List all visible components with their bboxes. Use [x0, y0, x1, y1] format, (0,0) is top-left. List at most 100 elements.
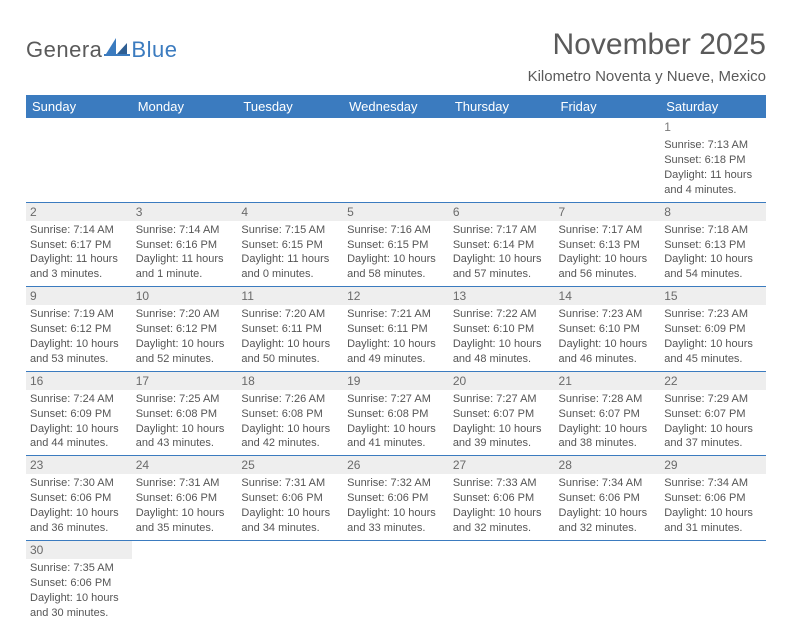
- daylight-text: Daylight: 10 hours: [30, 591, 128, 606]
- weekday-header: Tuesday: [237, 95, 343, 118]
- day-number: 19: [343, 372, 449, 390]
- daylight-text: Daylight: 10 hours: [559, 337, 657, 352]
- sunrise-text: Sunrise: 7:31 AM: [241, 476, 339, 491]
- location-subtitle: Kilometro Noventa y Nueve, Mexico: [528, 68, 766, 85]
- daylight-text: and 34 minutes.: [241, 521, 339, 536]
- weekday-header: Saturday: [660, 95, 766, 118]
- sunrise-text: Sunrise: 7:28 AM: [559, 392, 657, 407]
- daylight-text: and 46 minutes.: [559, 352, 657, 367]
- empty-cell: [237, 540, 343, 624]
- daylight-text: and 52 minutes.: [136, 352, 234, 367]
- sunset-text: Sunset: 6:07 PM: [559, 407, 657, 422]
- empty-cell: [555, 540, 661, 624]
- daylight-text: and 35 minutes.: [136, 521, 234, 536]
- logo: Genera Blue: [26, 28, 177, 63]
- day-number: 2: [26, 203, 132, 221]
- daylight-text: and 49 minutes.: [347, 352, 445, 367]
- sunset-text: Sunset: 6:06 PM: [453, 491, 551, 506]
- daylight-text: Daylight: 11 hours: [136, 252, 234, 267]
- weekday-header: Monday: [132, 95, 238, 118]
- sunset-text: Sunset: 6:10 PM: [453, 322, 551, 337]
- daylight-text: Daylight: 10 hours: [136, 337, 234, 352]
- day-cell: 27Sunrise: 7:33 AMSunset: 6:06 PMDayligh…: [449, 456, 555, 541]
- logo-text-part1: Genera: [26, 37, 102, 63]
- empty-cell: [449, 540, 555, 624]
- sunset-text: Sunset: 6:16 PM: [136, 238, 234, 253]
- daylight-text: Daylight: 10 hours: [664, 337, 762, 352]
- weekday-header-row: Sunday Monday Tuesday Wednesday Thursday…: [26, 95, 766, 118]
- daylight-text: Daylight: 10 hours: [30, 506, 128, 521]
- daylight-text: and 53 minutes.: [30, 352, 128, 367]
- day-cell: 17Sunrise: 7:25 AMSunset: 6:08 PMDayligh…: [132, 371, 238, 456]
- day-cell: 11Sunrise: 7:20 AMSunset: 6:11 PMDayligh…: [237, 287, 343, 372]
- calendar-row: 9Sunrise: 7:19 AMSunset: 6:12 PMDaylight…: [26, 287, 766, 372]
- day-cell: 22Sunrise: 7:29 AMSunset: 6:07 PMDayligh…: [660, 371, 766, 456]
- day-cell: 7Sunrise: 7:17 AMSunset: 6:13 PMDaylight…: [555, 202, 661, 287]
- day-number: 16: [26, 372, 132, 390]
- day-number: 27: [449, 456, 555, 474]
- day-cell: 29Sunrise: 7:34 AMSunset: 6:06 PMDayligh…: [660, 456, 766, 541]
- sunrise-text: Sunrise: 7:23 AM: [664, 307, 762, 322]
- daylight-text: and 37 minutes.: [664, 436, 762, 451]
- empty-cell: [26, 118, 132, 202]
- day-number: 7: [555, 203, 661, 221]
- month-title: November 2025: [528, 28, 766, 62]
- empty-cell: [660, 540, 766, 624]
- day-cell: 1 Sunrise: 7:13 AM Sunset: 6:18 PM Dayli…: [660, 118, 766, 202]
- daylight-text: Daylight: 10 hours: [664, 252, 762, 267]
- day-cell: 6Sunrise: 7:17 AMSunset: 6:14 PMDaylight…: [449, 202, 555, 287]
- daylight-text: Daylight: 10 hours: [453, 506, 551, 521]
- sail-icon: [104, 36, 130, 63]
- daylight-text: and 39 minutes.: [453, 436, 551, 451]
- day-number: 26: [343, 456, 449, 474]
- sunrise-text: Sunrise: 7:21 AM: [347, 307, 445, 322]
- sunset-text: Sunset: 6:06 PM: [559, 491, 657, 506]
- sunset-text: Sunset: 6:08 PM: [241, 407, 339, 422]
- sunset-text: Sunset: 6:06 PM: [30, 576, 128, 591]
- daylight-text: Daylight: 11 hours: [30, 252, 128, 267]
- daylight-text: Daylight: 10 hours: [347, 252, 445, 267]
- sunset-text: Sunset: 6:07 PM: [664, 407, 762, 422]
- daylight-text: Daylight: 10 hours: [453, 252, 551, 267]
- daylight-text: and 31 minutes.: [664, 521, 762, 536]
- day-cell: 20Sunrise: 7:27 AMSunset: 6:07 PMDayligh…: [449, 371, 555, 456]
- day-cell: 26Sunrise: 7:32 AMSunset: 6:06 PMDayligh…: [343, 456, 449, 541]
- day-number: 12: [343, 287, 449, 305]
- day-number: 22: [660, 372, 766, 390]
- sunrise-text: Sunrise: 7:35 AM: [30, 561, 128, 576]
- sunset-text: Sunset: 6:18 PM: [664, 153, 762, 168]
- sunrise-text: Sunrise: 7:16 AM: [347, 223, 445, 238]
- day-number: 9: [26, 287, 132, 305]
- day-number: 21: [555, 372, 661, 390]
- day-number: 25: [237, 456, 343, 474]
- daylight-text: Daylight: 10 hours: [241, 506, 339, 521]
- sunset-text: Sunset: 6:09 PM: [30, 407, 128, 422]
- daylight-text: Daylight: 10 hours: [559, 422, 657, 437]
- daylight-text: and 44 minutes.: [30, 436, 128, 451]
- day-cell: 16Sunrise: 7:24 AMSunset: 6:09 PMDayligh…: [26, 371, 132, 456]
- daylight-text: and 58 minutes.: [347, 267, 445, 282]
- daylight-text: and 54 minutes.: [664, 267, 762, 282]
- sunrise-text: Sunrise: 7:30 AM: [30, 476, 128, 491]
- sunrise-text: Sunrise: 7:14 AM: [30, 223, 128, 238]
- daylight-text: and 50 minutes.: [241, 352, 339, 367]
- day-number: 1: [664, 118, 766, 136]
- sunrise-text: Sunrise: 7:34 AM: [664, 476, 762, 491]
- sunrise-text: Sunrise: 7:27 AM: [347, 392, 445, 407]
- day-cell: 8Sunrise: 7:18 AMSunset: 6:13 PMDaylight…: [660, 202, 766, 287]
- day-cell: 5Sunrise: 7:16 AMSunset: 6:15 PMDaylight…: [343, 202, 449, 287]
- sunset-text: Sunset: 6:06 PM: [241, 491, 339, 506]
- day-cell: 21 Sunrise: 7:28 AMSunset: 6:07 PMDayligh…: [555, 371, 661, 456]
- sunset-text: Sunset: 6:08 PM: [136, 407, 234, 422]
- title-block: November 2025 Kilometro Noventa y Nueve,…: [528, 28, 766, 85]
- sunset-text: Sunset: 6:06 PM: [30, 491, 128, 506]
- empty-cell: [555, 118, 661, 202]
- daylight-text: and 42 minutes.: [241, 436, 339, 451]
- calendar-row: 23Sunrise: 7:30 AMSunset: 6:06 PMDayligh…: [26, 456, 766, 541]
- sunset-text: Sunset: 6:06 PM: [664, 491, 762, 506]
- empty-cell: [132, 118, 238, 202]
- daylight-text: Daylight: 10 hours: [30, 422, 128, 437]
- day-cell: 30Sunrise: 7:35 AMSunset: 6:06 PMDayligh…: [26, 540, 132, 624]
- sunset-text: Sunset: 6:14 PM: [453, 238, 551, 253]
- calendar-table: Sunday Monday Tuesday Wednesday Thursday…: [26, 95, 766, 624]
